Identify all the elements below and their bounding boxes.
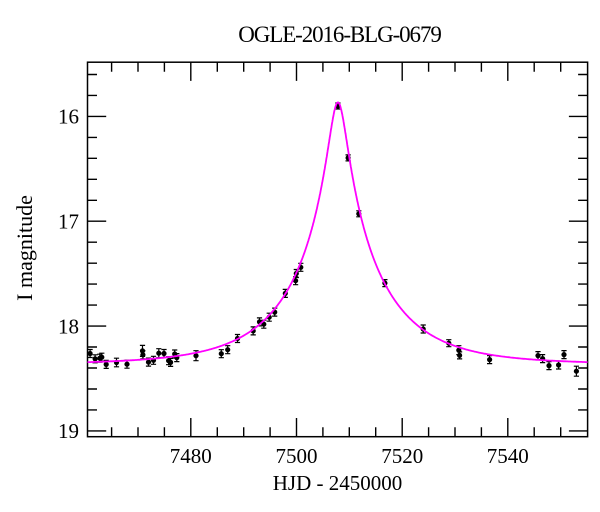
svg-text:18: 18 (58, 314, 79, 338)
svg-text:I magnitude: I magnitude (12, 195, 37, 301)
svg-text:7500: 7500 (276, 444, 318, 468)
svg-text:OGLE-2016-BLG-0679: OGLE-2016-BLG-0679 (238, 22, 441, 47)
svg-text:16: 16 (58, 105, 79, 129)
svg-text:7540: 7540 (487, 444, 529, 468)
svg-text:19: 19 (58, 419, 79, 443)
svg-text:17: 17 (58, 210, 79, 234)
svg-text:7480: 7480 (170, 444, 212, 468)
svg-text:HJD - 2450000: HJD - 2450000 (273, 471, 403, 495)
svg-text:7520: 7520 (381, 444, 423, 468)
